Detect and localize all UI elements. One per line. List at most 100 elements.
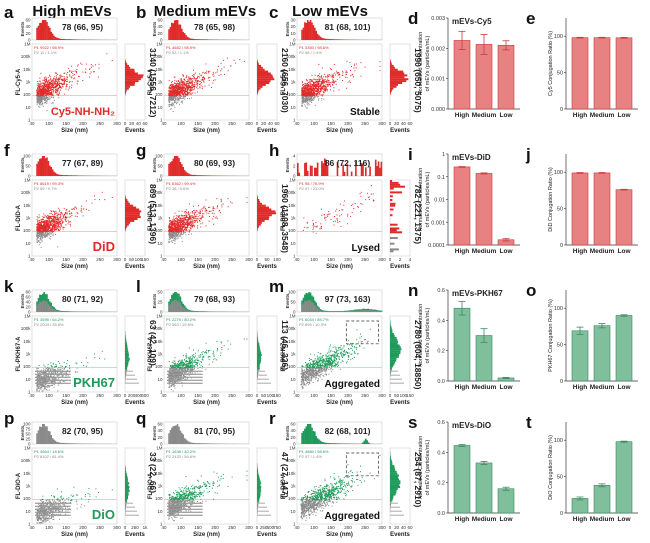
scatter-point bbox=[181, 218, 183, 220]
scatter-point bbox=[184, 224, 186, 226]
scatter-point bbox=[169, 228, 171, 230]
scatter-point bbox=[199, 81, 201, 83]
scatter-point bbox=[40, 234, 42, 236]
scatter-point bbox=[199, 214, 201, 216]
scatter-point bbox=[48, 89, 50, 91]
scatter-point bbox=[303, 100, 305, 102]
histogram-bar bbox=[54, 37, 57, 40]
scatter-point bbox=[315, 84, 317, 86]
scatter-point bbox=[185, 77, 187, 79]
scatter-point bbox=[172, 241, 174, 243]
scatter-point bbox=[208, 84, 210, 86]
scatter-point bbox=[182, 219, 184, 221]
scatter-point bbox=[177, 85, 179, 87]
scatter-point bbox=[68, 216, 70, 218]
scatter-point bbox=[326, 81, 328, 83]
scatter-point bbox=[330, 89, 332, 91]
scatter-point bbox=[305, 101, 307, 103]
scatter-point bbox=[54, 72, 56, 74]
scatter-point bbox=[49, 230, 51, 232]
scatter-xtick: 150 bbox=[194, 121, 202, 126]
scatter-point bbox=[301, 100, 303, 102]
scatter-point bbox=[173, 91, 175, 93]
scatter-point bbox=[307, 97, 309, 99]
scatter-point bbox=[55, 221, 57, 223]
scatter-point bbox=[305, 90, 307, 92]
scatter-point bbox=[37, 234, 39, 236]
scatter-point bbox=[185, 76, 187, 78]
scatter-point bbox=[44, 93, 46, 95]
scatter-point bbox=[198, 75, 200, 77]
scatter-point bbox=[172, 93, 174, 95]
scatter-point bbox=[176, 92, 178, 94]
scatter-point bbox=[180, 226, 182, 228]
scatter-point bbox=[310, 78, 312, 80]
scatter-point bbox=[45, 216, 47, 218]
scatter-point bbox=[355, 63, 357, 65]
fl-histogram-bar bbox=[125, 64, 130, 67]
scatter-point bbox=[47, 86, 49, 88]
scatter-point bbox=[196, 218, 198, 220]
scatter-point bbox=[46, 97, 48, 99]
scatter-point bbox=[52, 217, 54, 219]
scatter-point bbox=[177, 232, 179, 234]
scatter-point bbox=[52, 94, 54, 96]
scatter-point bbox=[181, 228, 183, 230]
scatter-point bbox=[179, 215, 181, 217]
histogram-bar bbox=[335, 39, 337, 40]
histogram-bar bbox=[326, 38, 329, 40]
histogram-bar bbox=[169, 162, 172, 176]
histogram-bar bbox=[56, 173, 58, 176]
scatter-point bbox=[45, 235, 47, 237]
scatter-point bbox=[180, 221, 182, 223]
scatter-point bbox=[306, 96, 308, 98]
scatter-point bbox=[51, 86, 53, 88]
scatter-point bbox=[302, 92, 304, 94]
scatter-point bbox=[44, 231, 46, 233]
scatter-point bbox=[168, 234, 170, 236]
histogram-bar bbox=[74, 175, 77, 176]
scatter-point bbox=[41, 233, 43, 235]
scatter-point bbox=[65, 78, 67, 80]
scatter-point bbox=[47, 233, 49, 235]
scatter-point bbox=[301, 82, 303, 84]
scatter-point bbox=[190, 220, 192, 222]
scatter-point bbox=[182, 90, 184, 92]
gate-p2-stat: P2 48 / 1.4% bbox=[299, 50, 322, 55]
scatter-point bbox=[191, 224, 193, 226]
scatter-point bbox=[168, 217, 170, 219]
histogram-bar bbox=[71, 39, 74, 40]
scatter-point bbox=[172, 221, 174, 223]
scatter-point bbox=[184, 81, 186, 83]
scatter-point bbox=[42, 228, 44, 230]
panel-label: a bbox=[4, 3, 14, 22]
scatter-point bbox=[182, 81, 184, 83]
scatter-point bbox=[178, 86, 180, 88]
scatter-point bbox=[321, 85, 323, 87]
scatter-point bbox=[351, 74, 353, 76]
scatter-point bbox=[310, 90, 312, 92]
scatter-point bbox=[176, 222, 178, 224]
scatter-point bbox=[36, 95, 38, 97]
scatter-point bbox=[327, 74, 329, 76]
scatter-point bbox=[193, 219, 195, 221]
scatter-point bbox=[322, 81, 324, 83]
hist-ytick: 100 bbox=[155, 154, 163, 159]
scatter-point bbox=[168, 94, 170, 96]
scatter-point bbox=[55, 85, 57, 87]
scatter-point bbox=[302, 95, 304, 97]
scatter-point bbox=[311, 89, 313, 91]
scatter-point bbox=[46, 217, 48, 219]
scatter-point bbox=[309, 87, 311, 89]
scatter-point bbox=[46, 84, 48, 86]
scatter-point bbox=[40, 96, 42, 98]
scatter-point bbox=[69, 75, 71, 77]
scatter-point bbox=[186, 89, 188, 91]
scatter-point bbox=[49, 216, 51, 218]
scatter-point bbox=[309, 86, 311, 88]
scatter-point bbox=[194, 81, 196, 83]
scatter-point bbox=[44, 81, 46, 83]
scatter-point bbox=[91, 202, 93, 204]
scatter-point bbox=[319, 76, 321, 78]
scatter-point bbox=[182, 75, 184, 77]
